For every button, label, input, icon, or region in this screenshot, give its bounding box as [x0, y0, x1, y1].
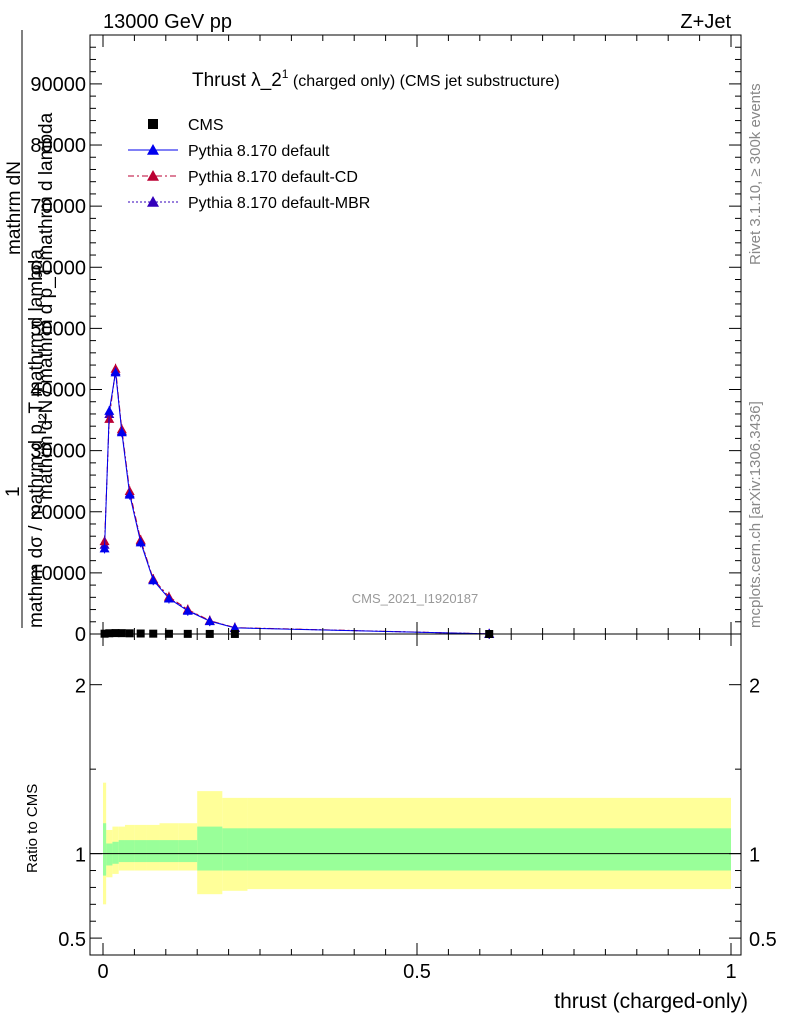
y-tick-label: 90000 [30, 74, 86, 96]
cms-point [105, 629, 114, 638]
main-series-group [99, 363, 495, 639]
legend-marker-square [148, 119, 158, 129]
y-tick-label: 50000 [30, 318, 86, 340]
ylabel-line1: mathrm dσ / mathrm d p_T mathrm d lambda [26, 249, 47, 628]
legend-marker-triangle [147, 144, 159, 155]
legend-label: Pythia 8.170 default-MBR [188, 195, 370, 212]
ratio-band-inner [146, 840, 160, 863]
ratio-tick-label-left: 0.5 [58, 929, 86, 951]
watermark: CMS_2021_I1920187 [352, 591, 479, 606]
series-point [124, 489, 135, 499]
ratio-tick-label-right: 2 [749, 676, 760, 698]
side-text-rivet: Rivet 3.1.10, ≥ 300k events [747, 83, 764, 265]
ratio-band-inner [106, 843, 113, 866]
ylabel-numerator: 1 [3, 486, 24, 497]
series-point [182, 605, 193, 615]
ratio-band-inner [112, 841, 119, 864]
x-axis-ticks: 0 0.5 1 [97, 35, 737, 983]
ylabel-line2: mathrm d²N / mathrm d p_T mathrm d lambd… [36, 112, 57, 500]
series-point [116, 427, 127, 437]
legend-label: Pythia 8.170 default-CD [188, 169, 358, 186]
ratio-tick-label-left: 1 [75, 845, 86, 867]
legend: CMS Pythia 8.170 default Pythia 8.170 defa… [128, 117, 370, 212]
ratio-bands [103, 782, 731, 905]
cms-point [125, 629, 134, 638]
cms-point [117, 629, 126, 638]
ratio-band-inner [178, 840, 198, 863]
y-tick-label: 20000 [30, 502, 86, 524]
series-point [110, 367, 121, 377]
ratio-band-inner [197, 826, 223, 871]
title-main: Thrust λ_2 [192, 70, 282, 91]
legend-label: CMS [188, 117, 224, 134]
ratio-band-inner [159, 840, 179, 863]
x-tick-label: 0.5 [403, 961, 431, 983]
header-right: Z+Jet [680, 11, 731, 33]
y-axis-label: mathrm dσ / mathrm d p_T mathrm d lambda… [3, 30, 57, 628]
series-point [135, 537, 146, 547]
y-tick-label: 30000 [30, 441, 86, 463]
header-left: 13000 GeV pp [103, 11, 232, 33]
ratio-tick-label-right: 1 [749, 845, 760, 867]
legend-label: Pythia 8.170 default [188, 143, 330, 160]
series-line [104, 372, 490, 635]
ratio-panel-frame [89, 633, 742, 956]
ratio-panel: 0.5 0.5 1 1 2 2 Ratio to CMS [24, 633, 777, 956]
series-point [148, 575, 159, 585]
cms-point [111, 629, 120, 638]
series-point [229, 622, 240, 632]
ylabel-line3: mathrm dN [4, 161, 25, 255]
y-tick-label: 80000 [30, 135, 86, 157]
title-sup: 1 [282, 67, 289, 81]
chart-title: Thrust λ_21 (charged only) (CMS jet subs… [192, 67, 560, 91]
y-tick-label: 0 [75, 624, 86, 646]
series-point [204, 616, 215, 626]
x-tick-label: 1 [725, 961, 736, 983]
side-text-mcplots: mcplots.cern.ch [arXiv:1306.3436] [747, 401, 764, 628]
ratio-band-inner [103, 823, 107, 876]
legend-marker-triangle [147, 196, 159, 207]
ratio-band-inner [222, 828, 248, 871]
legend-marker-triangle [147, 170, 159, 181]
y-tick-label: 60000 [30, 257, 86, 279]
main-panel: 0 10000 20000 30000 40000 50000 60000 70000 8000… [30, 34, 742, 646]
y-tick-label: 70000 [30, 196, 86, 218]
ratio-band-inner [118, 840, 125, 863]
main-axis-ticks: 0 10000 20000 30000 40000 50000 60000 70000 8000… [30, 34, 741, 646]
series-point [99, 543, 110, 553]
ratio-band-inner [134, 840, 147, 863]
x-tick-label: 0 [97, 961, 108, 983]
ratio-ylabel: Ratio to CMS [24, 784, 41, 873]
ratio-axis-ticks: 0.5 0.5 1 1 2 2 [58, 676, 777, 951]
ratio-tick-label-right: 0.5 [749, 929, 777, 951]
y-tick-label: 10000 [30, 563, 86, 585]
ratio-band-inner [247, 828, 731, 871]
ratio-band-inner [124, 840, 135, 863]
x-axis-label: thrust (charged-only) [554, 990, 748, 1013]
y-tick-label: 40000 [30, 380, 86, 402]
series-point [163, 593, 174, 603]
ratio-tick-label-left: 2 [75, 676, 86, 698]
title-rest: (charged only) (CMS jet substructure) [288, 73, 559, 90]
series-point [104, 405, 115, 415]
